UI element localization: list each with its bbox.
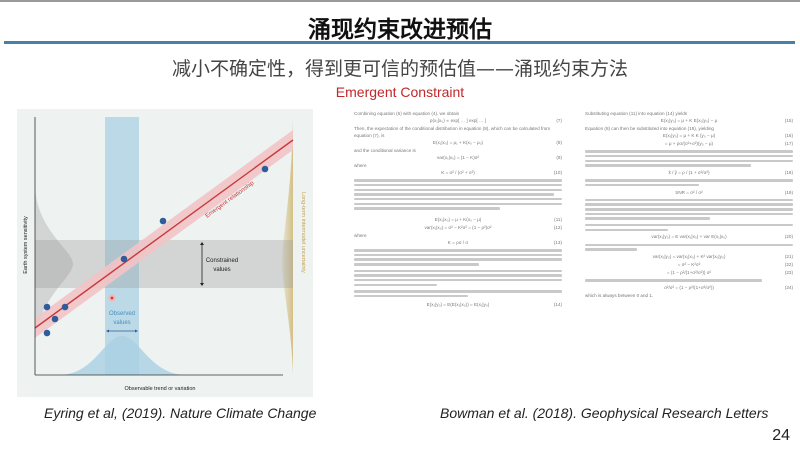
constrained-label-2: values [213, 267, 230, 273]
equation-8: E(x₁|x₀) = μ₁ + K(x₀ − μ₀) (8) [432, 140, 562, 145]
model-point [51, 315, 59, 323]
model-point [43, 329, 51, 337]
model-point [43, 303, 51, 311]
equation-13: K = ρσ / σ (13) [447, 239, 562, 245]
slide-title: 涌现约束改进预估 [308, 17, 492, 43]
paper-right-column: Substituting equation (11) into equation… [585, 110, 793, 299]
emergent-relationship-line [34, 139, 294, 329]
observed-point-center [110, 296, 114, 300]
emergent-constraint-diagram: Constrained values Observed values Emerg… [17, 109, 313, 397]
paper-text: Substituting equation (11) into equation… [585, 111, 688, 116]
equation-18: x̂ / ŷ = ρ / (1 + σ²/σ²) (18) [668, 169, 793, 175]
paper-text: Then, the expectation of the conditional… [354, 126, 551, 138]
arrow-head-up [200, 242, 204, 245]
equation-10: K = σ² / (σ² + σ²) (10) [441, 170, 562, 175]
page-number: 24 [772, 427, 790, 444]
constrained-band [35, 240, 293, 288]
equation-14: E(x₁|y₀) = E(E(x₁|x₀)) = E(x₁|y₀) (14) [426, 302, 562, 308]
equation-23: = (1 − ρ²/(1+σ²/σ²)) σ² (23) [666, 269, 793, 275]
x-axis-label: Observable trend or variation [125, 386, 196, 392]
equation-21: var(x₁|y₀) = var(x₁|x₀) + K² var(x₀|y₀)(… [652, 253, 793, 259]
slide-subtitle: 减小不确定性，得到更可信的预估值——涌现约束方法 [171, 58, 628, 80]
equation-24: σ²/σ² = (1 − ρ²/(1+σ²/σ²)) (24) [664, 284, 793, 290]
equation-17: = μ + ρσ/(σ²+σ²)(y₀ − μ) (17) [664, 141, 793, 146]
arrow-head-down [200, 283, 204, 286]
slide-subtitle-english: Emergent Constraint [335, 84, 465, 100]
figure-caption-eyring: Eyring et al, (2019). Nature Climate Cha… [44, 405, 317, 421]
paper-text: which is always between 0 and 1. [585, 292, 654, 298]
observed-distribution [60, 336, 185, 375]
equation-9: var(x₁|x₀) = (1 − K)σ² (9) [436, 155, 562, 160]
model-point [120, 255, 128, 263]
equation-7: p(x₁|x₀) ∝ exp[ … ] exp[ … ] (7) [429, 118, 562, 123]
equation-20: var(x₁|y₀) = E var(x₁|x₀) + var E(x₁|x₀)… [651, 234, 793, 240]
intermodel-uncertainty-label: Long-term intermodel uncertainty [300, 192, 306, 273]
paper-left-column: Combining equation (6) with equation (4)… [354, 110, 562, 309]
paper-text: where [354, 232, 367, 238]
figure-caption-bowman: Bowman et al. (2018). Geophysical Resear… [440, 405, 769, 421]
title-divider [4, 41, 795, 44]
equation-15: E(x₁|y₀) = μ + K E(x₀|y₀) − μ (15) [660, 118, 793, 123]
observed-band [105, 117, 139, 375]
paper-text: and the conditional variance is [354, 148, 416, 153]
equation-19: SNR = σ² / σ² (19) [675, 189, 793, 195]
y-axis-label: Earth system sensitivity [23, 216, 29, 274]
equation-12: var(x₁|x₀) = σ² − K²σ² = (1 − ρ²)σ² (12) [424, 224, 562, 230]
paper-text: Combining equation (6) with equation (4)… [354, 111, 460, 116]
equation-16: E(x₁|y₀) = μ + K K (y₀ − μ) (16) [662, 133, 793, 138]
model-point [261, 165, 269, 173]
equation-11: E(x₁|x₀) = μ + K(x₀ − μ) (11) [434, 216, 562, 222]
right-intermodel-distribution [282, 117, 293, 375]
top-border [0, 0, 800, 2]
constrained-label: Constrained [206, 258, 238, 264]
model-point [159, 217, 167, 225]
observed-label-2: values [113, 320, 130, 326]
paper-excerpt: Combining equation (6) with equation (4)… [330, 110, 800, 400]
paper-text: where [354, 163, 367, 168]
model-point [61, 303, 69, 311]
equation-22: = σ² − K²σ² (22) [677, 261, 793, 267]
paper-text: Equation (8) can then be substituted int… [585, 126, 714, 131]
observed-label: Observed [109, 311, 135, 317]
